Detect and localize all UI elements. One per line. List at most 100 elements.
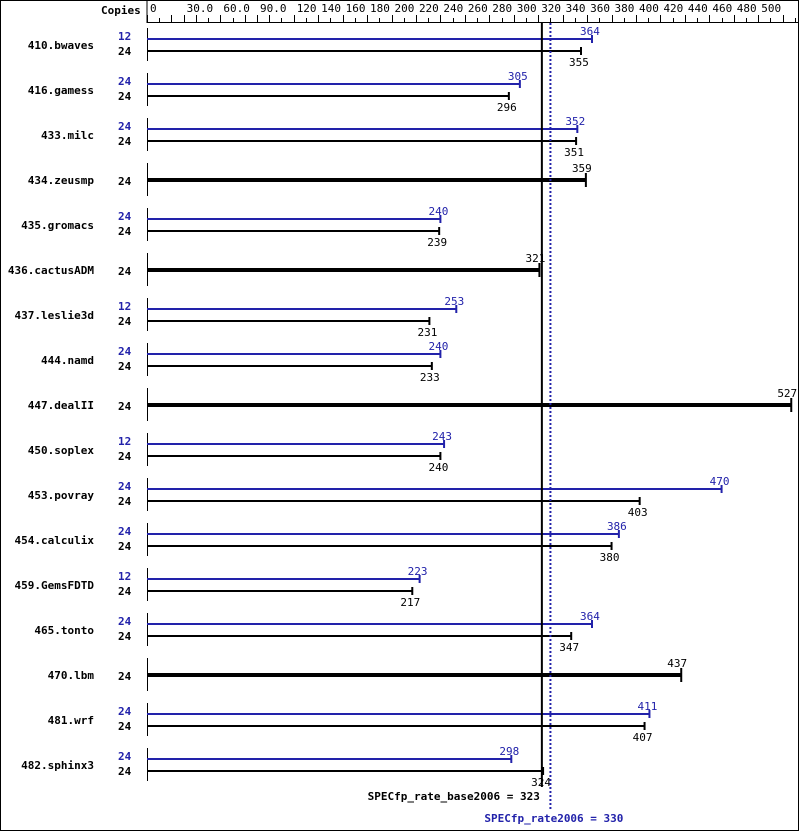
peak-value-label: 253 [444, 295, 464, 308]
peak-bar [147, 38, 592, 40]
peak-copies: 24 [118, 210, 132, 223]
base-value-label: 231 [417, 326, 437, 339]
base-copies: 24 [118, 90, 132, 103]
base-copies: 24 [118, 630, 132, 643]
benchmark-label: 459.GemsFDTD [15, 579, 95, 592]
x-tick-label: 440 [688, 2, 708, 15]
peak-value-label: 364 [580, 610, 600, 623]
base-bar [147, 673, 682, 677]
base-copies: 24 [118, 315, 132, 328]
base-bar [147, 545, 612, 547]
x-tick-label: 200 [395, 2, 415, 15]
peak-value-label: 298 [499, 745, 519, 758]
benchmark-label: 436.cactusADM [8, 264, 94, 277]
base-bar [147, 590, 413, 592]
peak-copies: 24 [118, 75, 132, 88]
base-copies: 24 [118, 720, 132, 733]
base-copies: 24 [118, 450, 132, 463]
base-copies: 24 [118, 400, 132, 413]
benchmark-label: 416.gamess [28, 84, 94, 97]
benchmark-label: 470.lbm [48, 669, 95, 682]
base-copies: 24 [118, 225, 132, 238]
benchmark-label: 444.namd [41, 354, 94, 367]
base-bar [147, 50, 581, 52]
peak-value-label: 223 [408, 565, 428, 578]
base-copies: 24 [118, 585, 132, 598]
base-value-label: 359 [572, 162, 592, 175]
copies-header: Copies [101, 4, 141, 17]
base-copies: 24 [118, 670, 132, 683]
base-copies: 24 [118, 540, 132, 553]
benchmark-label: 437.leslie3d [15, 309, 94, 322]
peak-copies: 12 [118, 300, 131, 313]
peak-copies: 24 [118, 345, 132, 358]
peak-value-label: 411 [638, 700, 658, 713]
peak-value-label: 364 [580, 25, 600, 38]
base-copies: 24 [118, 360, 132, 373]
peak-copies: 24 [118, 480, 132, 493]
peak-value-label: 352 [565, 115, 585, 128]
base-copies: 24 [118, 265, 132, 278]
base-copies: 24 [118, 175, 132, 188]
base-bar [147, 95, 509, 97]
x-tick-label: 300 [517, 2, 537, 15]
x-tick-label: 160 [346, 2, 366, 15]
peak-value-label: 243 [432, 430, 452, 443]
base-value-label: 233 [420, 371, 440, 384]
x-tick-label: 480 [737, 2, 757, 15]
peak-bar [147, 218, 441, 220]
x-tick-label: 140 [321, 2, 341, 15]
x-tick-label: 280 [492, 2, 512, 15]
x-tick-label: 320 [541, 2, 561, 15]
peak-copies: 12 [118, 30, 131, 43]
peak-value-label: 305 [508, 70, 528, 83]
peak-value-label: 240 [428, 205, 448, 218]
base-bar [147, 725, 645, 727]
x-tick-label: 30.0 [187, 2, 214, 15]
x-tick-label: 420 [663, 2, 683, 15]
x-tick-label: 360 [590, 2, 610, 15]
base-value-label: 527 [777, 387, 797, 400]
peak-bar [147, 578, 420, 580]
base-value-label: 403 [628, 506, 648, 519]
benchmark-label: 450.soplex [28, 444, 95, 457]
x-tick-label: 260 [468, 2, 488, 15]
x-tick-label: 120 [297, 2, 317, 15]
base-bar [147, 268, 540, 272]
base-copies: 24 [118, 765, 132, 778]
x-tick-label: 90.0 [260, 2, 287, 15]
peak-bar [147, 623, 592, 625]
x-tick-label: 220 [419, 2, 439, 15]
peak-copies: 24 [118, 120, 132, 133]
peak-copies: 24 [118, 615, 132, 628]
peak-value-label: 386 [607, 520, 627, 533]
x-tick-label: 460 [712, 2, 732, 15]
base-bar [147, 365, 432, 367]
benchmark-label: 434.zeusmp [28, 174, 95, 187]
x-tick-label: 240 [443, 2, 463, 15]
peak-value-label: 240 [428, 340, 448, 353]
base-bar [147, 178, 586, 182]
base-copies: 24 [118, 45, 132, 58]
base-bar [147, 403, 792, 407]
benchmark-label: 447.dealII [28, 399, 94, 412]
peak-copies: 24 [118, 750, 132, 763]
peak-bar [147, 443, 445, 445]
peak-copies: 12 [118, 435, 131, 448]
peak-bar [147, 128, 578, 130]
base-value-label: 321 [525, 252, 545, 265]
benchmark-label: 453.povray [28, 489, 95, 502]
x-tick-label: 0 [150, 2, 157, 15]
benchmark-label: 410.bwaves [28, 39, 94, 52]
base-bar [147, 770, 544, 772]
base-value-label: 351 [564, 146, 584, 159]
x-tick-label: 400 [639, 2, 659, 15]
benchmark-label: 454.calculix [15, 534, 95, 547]
peak-bar [147, 83, 520, 85]
base-value-label: 347 [559, 641, 579, 654]
peak-bar [147, 488, 722, 490]
base-bar [147, 230, 440, 232]
base-bar [147, 320, 430, 322]
base-bar [147, 140, 577, 142]
